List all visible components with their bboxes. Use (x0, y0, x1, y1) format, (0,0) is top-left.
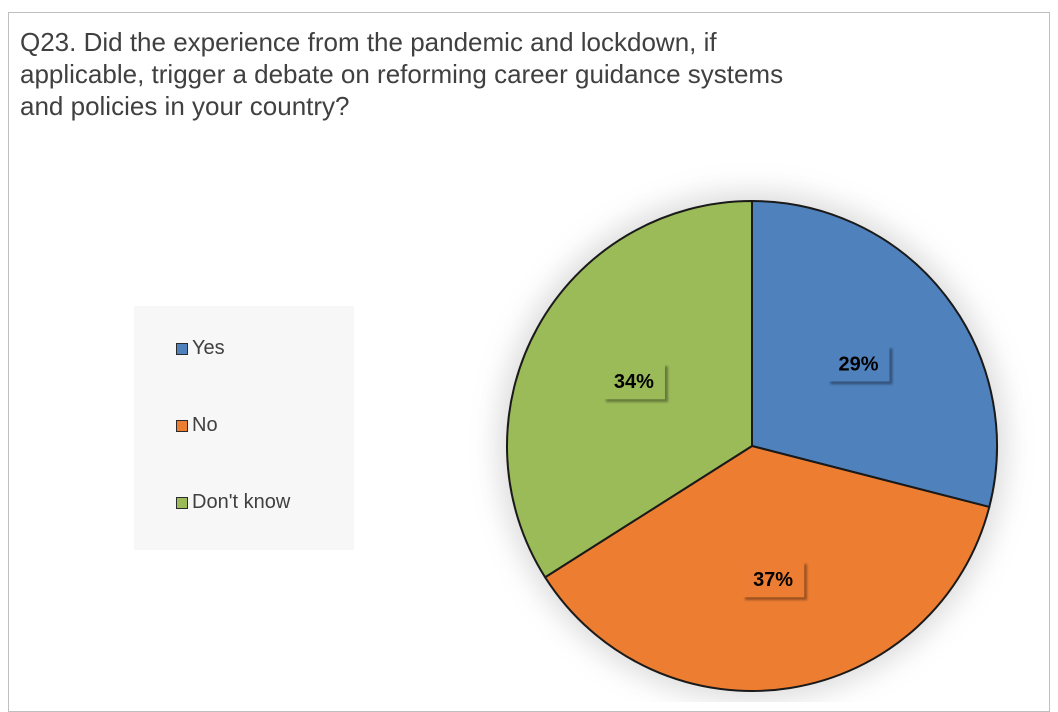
legend-swatch-no (176, 419, 188, 432)
data-label-dont-know: 34% (614, 371, 654, 393)
legend-swatch-yes (176, 342, 188, 355)
legend-label-no: No (192, 414, 218, 436)
legend: Yes No Don't know (134, 306, 354, 550)
data-label-bg-dont-know (602, 363, 665, 400)
data-label-no: 37% (753, 569, 793, 591)
data-label-bg-no (742, 561, 805, 598)
legend-swatch-dont-know (176, 496, 188, 509)
chart-title: Q23. Did the experience from the pandemi… (20, 27, 784, 121)
data-label-yes: 29% (838, 353, 878, 375)
data-label-bg-yes (827, 345, 890, 382)
legend-label-yes: Yes (192, 337, 225, 359)
legend-item-yes: Yes (176, 337, 225, 360)
legend-item-no: No (176, 414, 218, 437)
legend-item-dont-know: Don't know (176, 491, 290, 514)
legend-label-dont-know: Don't know (192, 491, 291, 513)
